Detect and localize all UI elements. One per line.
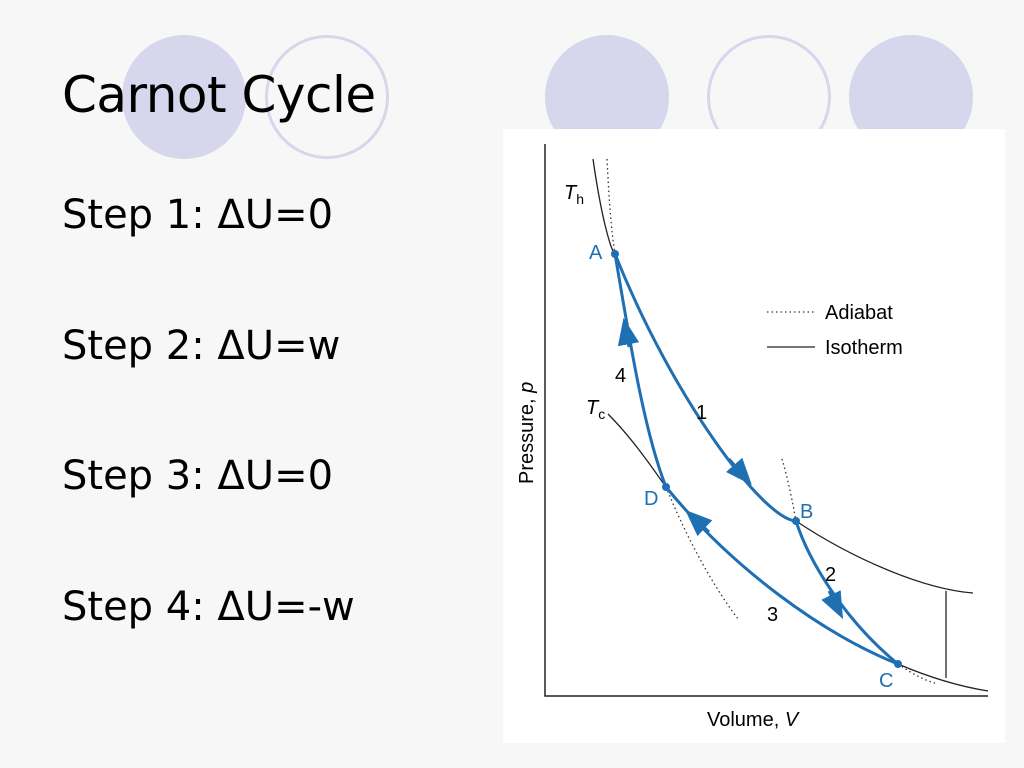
y-axis-label: Pressure, p <box>516 382 538 484</box>
cycle-step-2-path <box>794 520 899 666</box>
arrow-step-1-icon <box>725 457 752 486</box>
step-1-text: Step 1: ΔU=0 <box>62 192 334 238</box>
point-b-marker <box>792 517 800 525</box>
point-a-marker <box>611 250 619 258</box>
point-d-label: D <box>644 488 658 510</box>
legend-isotherm-label: Isotherm <box>825 337 903 359</box>
cycle-step-3-path <box>664 486 899 666</box>
hot-isotherm-curve <box>592 158 974 594</box>
slide-title: Carnot Cycle <box>62 66 376 124</box>
point-d-marker <box>662 483 670 491</box>
step-3-text: Step 3: ΔU=0 <box>62 453 334 499</box>
arrow-step-4-icon <box>617 317 640 348</box>
step-2-text: Step 2: ΔU=w <box>62 323 341 369</box>
adiabat-curve-b <box>781 458 797 522</box>
point-a-label: A <box>589 242 603 264</box>
hot-temperature-label: Th <box>564 182 584 207</box>
cold-isotherm-curve <box>607 413 989 692</box>
step-number-1: 1 <box>696 402 707 424</box>
carnot-pv-diagram: A B C D 1 2 3 4 Th Tc Adiabat Isotherm V… <box>516 144 989 731</box>
point-c-marker <box>894 660 902 668</box>
cold-temperature-label: Tc <box>586 397 605 422</box>
step-number-2: 2 <box>825 564 836 586</box>
cycle-step-1-path <box>613 253 797 523</box>
x-axis-label: Volume, V <box>707 709 800 731</box>
arrow-step-3-icon <box>685 509 713 537</box>
point-c-label: C <box>879 670 893 692</box>
decor-circle-1 <box>122 35 246 159</box>
adiabat-curve-c <box>897 663 939 685</box>
step-4-text: Step 4: ΔU=-w <box>62 584 355 630</box>
carnot-diagram-panel: A B C D 1 2 3 4 Th Tc Adiabat Isotherm V… <box>503 129 1005 743</box>
arrow-step-2-icon <box>821 590 844 620</box>
step-number-3: 3 <box>767 604 778 626</box>
decor-circle-2 <box>265 35 389 159</box>
y-axis <box>544 144 988 697</box>
step-number-4: 4 <box>615 365 626 387</box>
point-b-label: B <box>800 501 813 523</box>
cycle-step-4-path <box>613 253 668 488</box>
legend-adiabat-label: Adiabat <box>825 302 893 324</box>
adiabat-curve-a <box>606 158 616 255</box>
